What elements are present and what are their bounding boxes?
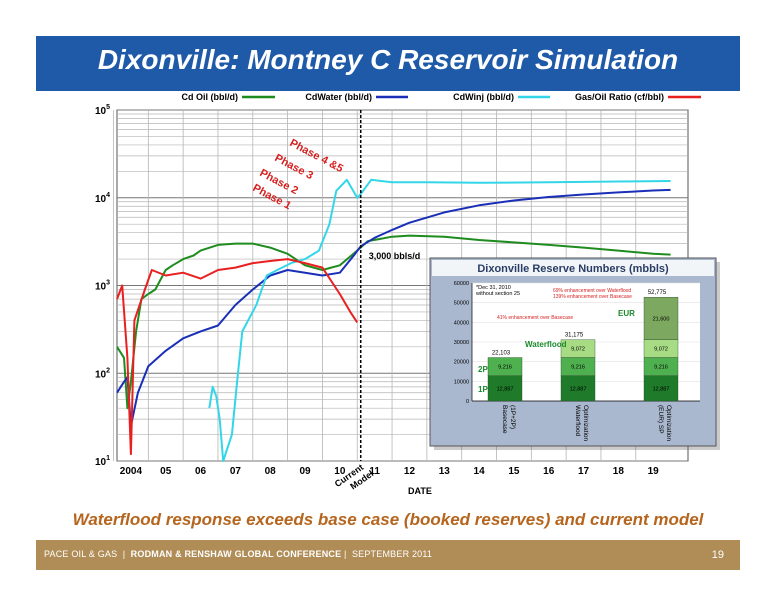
inset-y-tick-label: 40000	[454, 320, 469, 326]
inset-category-label: Basecase (1P+2P)	[501, 405, 516, 434]
inset-bar-value: 12,887	[570, 386, 587, 392]
title-bar: Dixonville: Montney C Reservoir Simulati…	[36, 36, 740, 91]
legend-label: Cd Oil (bbl/d)	[182, 92, 239, 102]
footer-text: PACE OIL & GAS | RODMAN & RENSHAW GLOBAL…	[44, 549, 433, 559]
footer-conference: RODMAN & RENSHAW GLOBAL CONFERENCE	[130, 549, 342, 559]
y-tick-base: 10	[95, 457, 107, 468]
slide-title: Dixonville: Montney C Reservoir Simulati…	[97, 44, 679, 75]
slide-caption: Waterflood response exceeds base case (b…	[72, 510, 704, 529]
inset-y-tick-label: 20000	[454, 360, 469, 366]
inset-bar-total: 22,103	[492, 351, 511, 357]
inset-bar-value: 9,072	[571, 347, 585, 353]
inset-bar-segment	[643, 375, 679, 402]
x-tick-label: 15	[508, 466, 520, 477]
series-line-2	[208, 178, 671, 462]
inset-bar-value: 21,600	[653, 316, 670, 322]
inset-title-bg	[432, 260, 714, 276]
inset-annotation: 69% enhancement over Waterflood	[553, 288, 631, 294]
x-tick-label: 07	[230, 466, 242, 477]
legend-label: CdWater (bbl/d)	[305, 92, 372, 102]
inset-bar-value: 12,887	[653, 386, 670, 392]
y-tick-exponent: 1	[106, 455, 110, 462]
inset-note: *Dec 31, 2010	[476, 285, 511, 291]
x-tick-label: 17	[578, 466, 590, 477]
y-tick-label: 104	[95, 192, 110, 205]
x-tick-label: 09	[299, 466, 311, 477]
y-tick-label: 103	[95, 280, 110, 293]
inset-bar-segment	[487, 375, 523, 402]
x-tick-label: 2004	[120, 466, 143, 477]
inset-category-text: Optimization	[582, 405, 589, 442]
inset-series-label: 2P	[478, 365, 488, 374]
y-tick-base: 10	[95, 369, 107, 380]
x-tick-label: 10	[334, 466, 346, 477]
inset-category-text: (1P+2P)	[509, 405, 516, 429]
inset-note: without section 25	[475, 291, 520, 297]
inset-bar-total: 52,775	[648, 290, 667, 296]
inset-bar-segment	[560, 339, 596, 358]
page-number: 19	[711, 549, 724, 561]
series-line-0	[116, 234, 671, 410]
inset-y-tick-label: 10000	[454, 379, 469, 385]
x-tick-label: 13	[439, 466, 451, 477]
y-tick-base: 10	[95, 106, 107, 117]
y-tick-base: 10	[95, 194, 107, 205]
x-tick-label: 11	[369, 466, 380, 477]
legend-label: CdWinj (bbl/d)	[453, 92, 514, 102]
inset-y-tick-label: 0	[466, 399, 469, 405]
x-tick-label: 08	[265, 466, 277, 477]
inset-bar-segment	[643, 297, 679, 340]
inset-annotation: 139% enhancement over Basecase	[553, 294, 632, 300]
inset-y-tick-label: 60000	[454, 281, 469, 287]
inset-annotation: 41% enhancement over Basecase	[497, 315, 573, 321]
y-tick-exponent: 3	[106, 280, 110, 287]
rate-label: 3,000 bbls/d	[369, 251, 421, 261]
x-tick-label: 06	[195, 466, 207, 477]
inset-bar-segment	[487, 357, 523, 376]
inset-bar-value: 9,072	[654, 347, 668, 353]
y-tick-label: 105	[95, 104, 110, 117]
series-line-1	[116, 188, 671, 428]
inset-category-text: Waterflood	[574, 405, 581, 437]
inset-bar-segment	[560, 375, 596, 402]
series-line-3	[116, 258, 359, 456]
inset-y-tick-label: 50000	[454, 301, 469, 307]
inset-title: Dixonville Reserve Numbers (mbbls)	[477, 263, 669, 275]
y-tick-base: 10	[95, 282, 107, 293]
x-tick-label: 05	[160, 466, 172, 477]
x-tick-label: 18	[613, 466, 625, 477]
inset-series-label: EUR	[618, 309, 635, 318]
inset-category-label: (EUR) SP Optimization	[657, 405, 672, 442]
inset-category-text: Optimization	[665, 405, 672, 442]
inset-series-label: 1P	[478, 385, 488, 394]
y-tick-label: 102	[95, 367, 110, 380]
y-tick-exponent: 5	[106, 104, 110, 111]
inset-series-label: Waterflood	[525, 340, 567, 349]
y-tick-label: 101	[95, 455, 110, 468]
y-tick-exponent: 2	[106, 367, 110, 374]
footer-company: PACE OIL & GAS	[44, 549, 118, 559]
footer-bar: PACE OIL & GAS | RODMAN & RENSHAW GLOBAL…	[36, 540, 740, 570]
inset-bar-value: 9,216	[654, 365, 668, 371]
legend-label: Gas/Oil Ratio (cf/bbl)	[575, 92, 664, 102]
x-tick-label: 16	[543, 466, 555, 477]
x-tick-label: 19	[648, 466, 660, 477]
inset-y-tick-label: 30000	[454, 340, 469, 346]
footer-date: SEPTEMBER 2011	[351, 549, 433, 559]
inset-category-label: Waterflood Optimization	[574, 405, 589, 442]
inset-bar-value: 9,216	[571, 365, 585, 371]
x-axis-label: DATE	[408, 486, 432, 496]
inset-category-text: (EUR) SP	[657, 405, 664, 434]
y-tick-exponent: 4	[106, 192, 110, 199]
x-tick-label: 12	[404, 466, 416, 477]
inset-bar-total: 31,175	[565, 333, 584, 339]
inset-category-text: Basecase	[501, 405, 508, 434]
inset-bar-value: 9,216	[498, 365, 512, 371]
x-tick-label: 14	[474, 466, 486, 477]
inset-bar-value: 12,887	[497, 386, 514, 392]
